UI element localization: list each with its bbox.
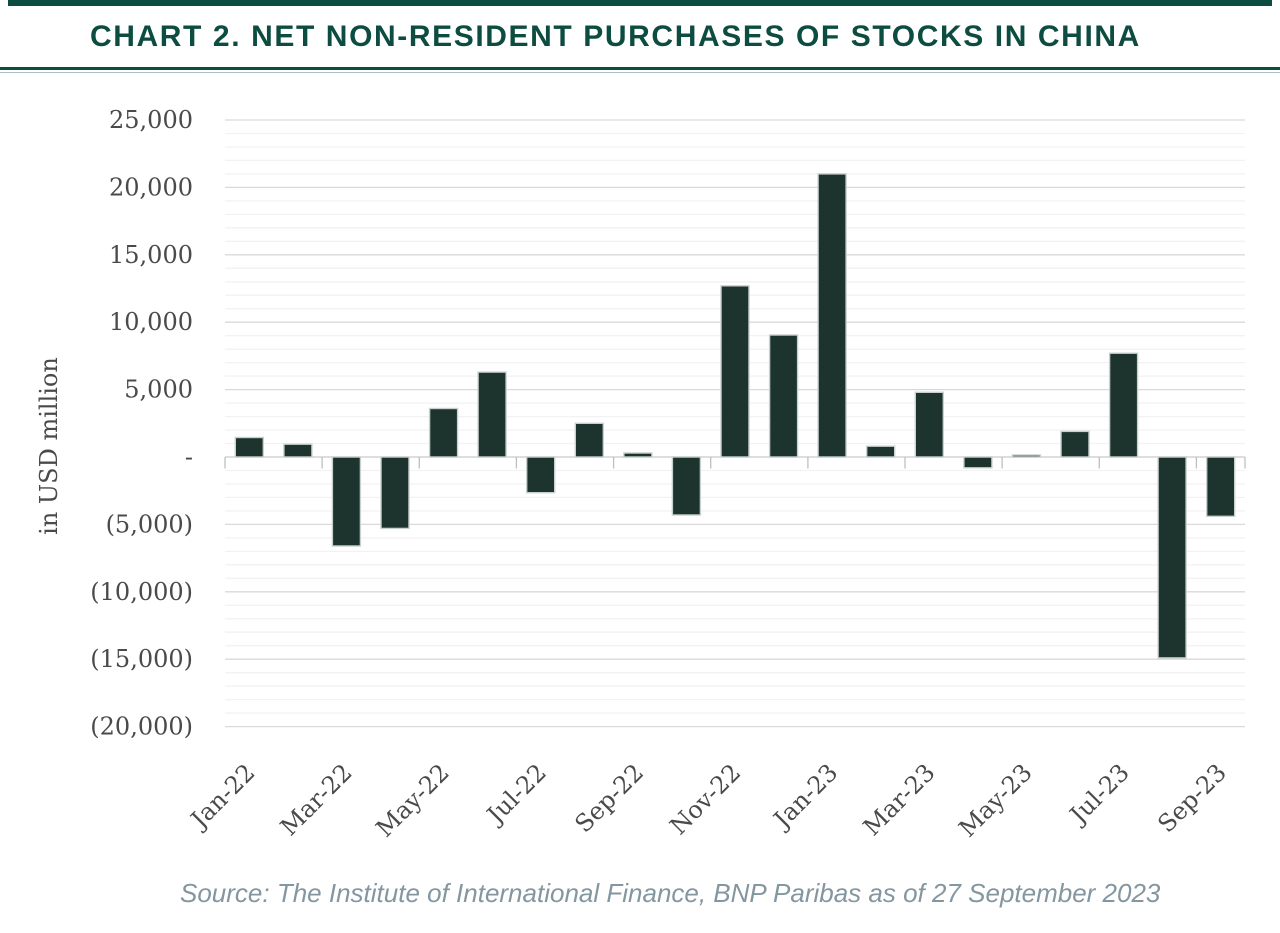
- bar-May-23: [1011, 454, 1042, 458]
- svg-text:15,000: 15,000: [109, 241, 193, 269]
- bar-Sep-23: [1205, 456, 1236, 517]
- bar-Feb-23: [866, 445, 896, 458]
- title-divider-shadow: [0, 72, 1280, 73]
- bar-Apr-22: [380, 456, 410, 530]
- bar-Aug-22: [574, 422, 604, 458]
- svg-text:10,000: 10,000: [109, 308, 193, 336]
- title-divider: [0, 67, 1280, 70]
- svg-text:Jul-23: Jul-23: [1062, 758, 1134, 830]
- svg-text:(15,000): (15,000): [90, 645, 193, 673]
- svg-text:Jul-22: Jul-22: [480, 758, 552, 830]
- x-axis-labels: Jan-22 Mar-22 May-22 Jul-22 Sep-22 Nov-22 Jan-…: [183, 758, 1232, 842]
- bar-Nov-22: [720, 285, 750, 458]
- bar-Jun-22: [477, 371, 507, 458]
- bar-Jul-23: [1108, 352, 1139, 458]
- y-axis-labels: 25,000 20,000 15,000 10,000 5,000 - (5,000) (10…: [90, 106, 193, 741]
- svg-text:May-23: May-23: [953, 758, 1037, 842]
- source-note: Source: The Institute of International F…: [180, 878, 1161, 908]
- bar-Oct-22: [671, 456, 702, 516]
- bar-Mar-22: [331, 456, 362, 547]
- svg-text:Nov-22: Nov-22: [664, 758, 746, 840]
- y-axis-title: in USD million: [35, 357, 63, 535]
- svg-text:Jan-22: Jan-22: [183, 758, 260, 835]
- svg-text:5,000: 5,000: [124, 376, 193, 404]
- bar-Sep-22: [623, 452, 653, 458]
- svg-text:20,000: 20,000: [109, 173, 193, 201]
- svg-text:Sep-22: Sep-22: [569, 758, 649, 838]
- bar-Aug-23: [1157, 456, 1187, 659]
- svg-text:Sep-23: Sep-23: [1152, 758, 1232, 838]
- chart-title: CHART 2. NET NON-RESIDENT PURCHASES OF S…: [90, 20, 1141, 53]
- header-accent-bar: [8, 0, 1272, 6]
- bar-Jan-23: [817, 173, 847, 458]
- svg-text:May-22: May-22: [371, 758, 455, 842]
- bar-Jan-22: [234, 436, 265, 458]
- x-axis: [224, 456, 1246, 469]
- svg-text:(10,000): (10,000): [90, 578, 193, 606]
- bar-Dec-22: [768, 334, 799, 458]
- svg-text:(5,000): (5,000): [106, 510, 193, 538]
- bar-Jun-23: [1060, 430, 1090, 458]
- bar-Mar-23: [914, 391, 944, 458]
- bar-Apr-23: [963, 456, 993, 469]
- svg-text:Mar-23: Mar-23: [858, 758, 941, 841]
- bar-Feb-22: [283, 443, 313, 458]
- svg-text:(20,000): (20,000): [90, 713, 193, 741]
- bar-May-22: [428, 407, 459, 458]
- svg-text:25,000: 25,000: [109, 106, 193, 134]
- svg-text:Mar-22: Mar-22: [275, 758, 358, 841]
- svg-text:-: -: [185, 443, 193, 471]
- svg-text:Jan-23: Jan-23: [766, 758, 843, 835]
- bars: [234, 173, 1236, 659]
- bar-Jul-22: [526, 456, 556, 494]
